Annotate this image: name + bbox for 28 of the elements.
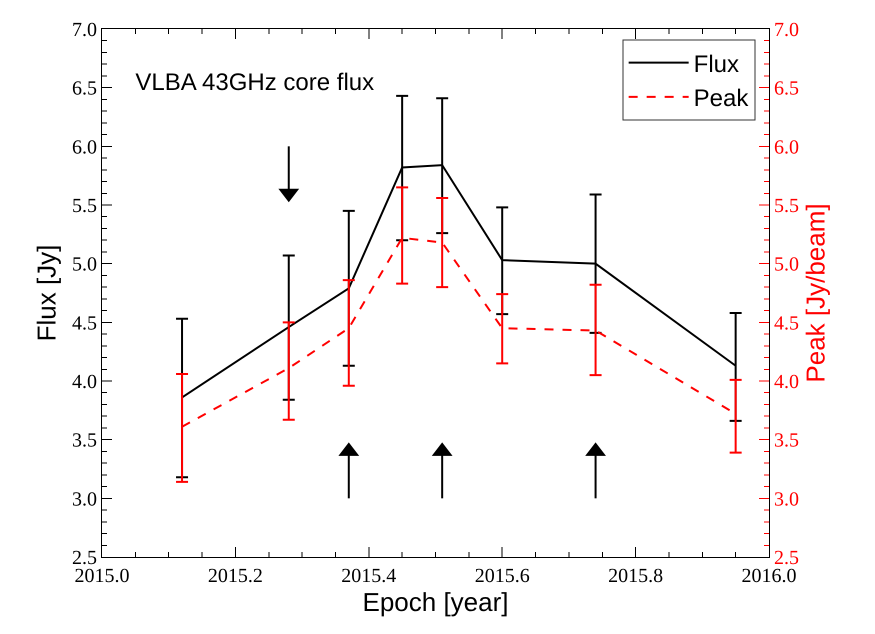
y-tick-label: 3.0: [72, 488, 97, 510]
y-tick-label: 7.0: [72, 19, 97, 41]
legend-label: Flux: [694, 51, 740, 78]
x-tick-label: 2015.6: [474, 565, 530, 587]
y-tick-label: 4.5: [72, 312, 97, 334]
y-tick-label: 6.0: [72, 136, 97, 158]
legend-label: Peak: [694, 85, 750, 112]
y2-tick-label: 3.5: [774, 430, 799, 452]
x-axis-title: Epoch [year]: [362, 587, 508, 617]
y-axis-title: Flux [Jy]: [31, 244, 62, 342]
y-tick-label: 6.5: [72, 78, 97, 100]
y2-tick-label: 3.0: [774, 488, 799, 510]
y-tick-label: 5.5: [72, 195, 97, 217]
y2-tick-label: 6.0: [774, 136, 799, 158]
x-tick-label: 2015.8: [608, 565, 664, 587]
x-tick-label: 2015.4: [341, 565, 396, 587]
y2-tick-label: 5.0: [774, 254, 799, 276]
x-tick-label: 2015.2: [208, 565, 263, 587]
y2-tick-label: 4.0: [774, 371, 799, 393]
y2-tick-label: 5.5: [774, 195, 799, 217]
y-tick-label: 5.0: [72, 254, 97, 276]
y2-tick-label: 6.5: [774, 78, 799, 100]
y-tick-label: 3.5: [72, 430, 97, 452]
y-tick-label: 4.0: [72, 371, 97, 393]
y2-tick-label: 4.5: [774, 312, 799, 334]
y2-axis-title: Peak [Jy/beam]: [800, 203, 831, 383]
y2-tick-label: 7.0: [774, 19, 799, 41]
text: VLBA 43GHz core flux: [135, 69, 374, 96]
